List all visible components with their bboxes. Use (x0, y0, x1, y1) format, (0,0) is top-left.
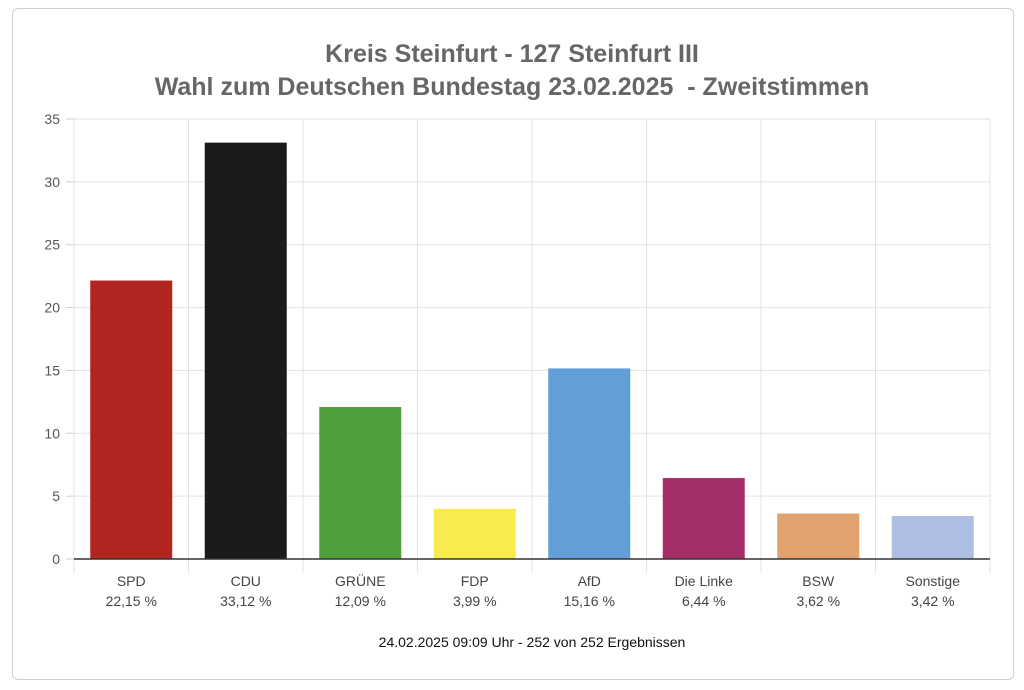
y-tick-label: 20 (44, 300, 60, 316)
x-value-label: 33,12 % (220, 593, 271, 609)
x-value-label: 22,15 % (106, 593, 157, 609)
bar-spd (90, 280, 173, 559)
bar-bsw (777, 513, 860, 559)
y-tick-label: 5 (52, 488, 60, 504)
x-category-label: Die Linke (675, 573, 734, 589)
x-value-label: 3,62 % (796, 593, 840, 609)
chart-title-line-2: Wahl zum Deutschen Bundestag 23.02.2025 … (154, 73, 870, 101)
y-tick-label: 30 (44, 174, 60, 190)
x-category-label: Sonstige (906, 573, 961, 589)
y-tick-label: 10 (44, 425, 60, 441)
grid-lines (66, 118, 991, 573)
bar-gr-ne (319, 407, 402, 559)
x-value-label: 12,09 % (335, 593, 386, 609)
x-value-label: 15,16 % (564, 593, 615, 609)
x-value-label: 3,99 % (453, 593, 497, 609)
y-tick-label: 15 (44, 362, 60, 378)
x-axis-labels: SPD 22,15 % CDU 33,12 % GRÜNE 12,09 % FDP 3,99 … (106, 572, 961, 609)
y-tick-label: 25 (44, 237, 60, 253)
results-footer: 24.02.2025 09:09 Uhr - 252 von 252 Ergeb… (378, 634, 686, 650)
bar-fdp (433, 508, 516, 559)
x-category-label: CDU (231, 573, 261, 589)
y-tick-label: 0 (52, 551, 60, 567)
x-category-label: FDP (461, 573, 489, 589)
bar-cdu (204, 142, 287, 560)
bar-sonstige (891, 516, 974, 559)
x-category-label: SPD (117, 573, 146, 589)
x-category-label: AfD (578, 573, 601, 589)
y-axis-ticks: 0 5 10 15 20 25 30 35 (44, 111, 60, 567)
y-tick-label: 35 (44, 111, 60, 127)
x-category-label: GRÜNE (335, 572, 386, 589)
chart-title-line-1: Kreis Steinfurt - 127 Steinfurt III (325, 40, 699, 68)
bar-die-linke (662, 478, 745, 559)
x-value-label: 6,44 % (682, 593, 726, 609)
chart-card (12, 8, 1014, 680)
x-category-label: BSW (802, 573, 835, 589)
bar-afd (548, 368, 631, 559)
bars (74, 142, 990, 560)
x-value-label: 3,42 % (911, 593, 955, 609)
